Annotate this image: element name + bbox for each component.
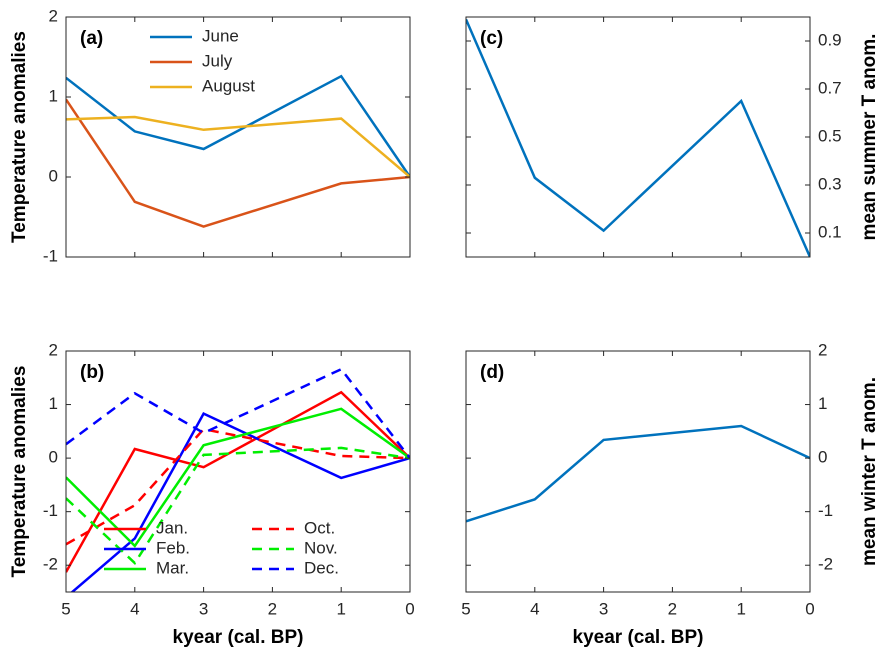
y-axis-label: Temperature anomalies — [9, 366, 30, 578]
y-axis-label: mean summer T anom. — [859, 34, 880, 241]
x-tick-label: 2 — [268, 599, 277, 618]
y-tick-label: 2 — [49, 6, 58, 25]
series-line — [66, 74, 410, 178]
x-tick-label: 4 — [530, 599, 539, 618]
y-tick-label: 1 — [49, 86, 58, 105]
y-tick-label: -1 — [818, 501, 833, 520]
legend-label: August — [202, 76, 255, 95]
legend-label: Mar. — [156, 558, 189, 577]
legend-label: Nov. — [304, 538, 338, 557]
x-tick-label: 5 — [61, 599, 70, 618]
panel-label: (d) — [480, 362, 504, 383]
y-tick-label: 0 — [49, 448, 58, 467]
y-tick-label: -1 — [43, 246, 58, 265]
series-line — [66, 407, 410, 548]
axes-box — [65, 16, 411, 258]
panel-label: (c) — [480, 28, 503, 49]
legend-label: Oct. — [304, 518, 335, 537]
series-line — [466, 424, 810, 523]
series-line — [66, 367, 410, 459]
series-line — [66, 390, 410, 573]
x-tick-label: 0 — [405, 599, 414, 618]
panel: 0.1 0.3 0.5 0.7 0.9 (c) mean summer T anom. — [465, 16, 880, 258]
series-line — [70, 412, 410, 592]
y-tick-label: 0.9 — [818, 30, 842, 49]
x-tick-label: 3 — [599, 599, 608, 618]
y-tick-label: 2 — [49, 340, 58, 359]
axes-box — [65, 350, 411, 593]
y-tick-label: 0.1 — [818, 222, 842, 241]
series-line — [66, 115, 410, 178]
series-line — [66, 98, 410, 228]
panel-label: (b) — [80, 362, 104, 383]
legend-label: Jan. — [156, 518, 188, 537]
y-tick-label: 2 — [818, 340, 827, 359]
y-tick-label: 0.5 — [818, 126, 842, 145]
x-tick-label: 1 — [736, 599, 745, 618]
legend-label: Dec. — [304, 558, 339, 577]
y-tick-label: 0.7 — [818, 78, 842, 97]
x-tick-label: 0 — [805, 599, 814, 618]
y-tick-label: 1 — [818, 394, 827, 413]
axes-box — [465, 350, 811, 593]
legend-label: June — [202, 26, 239, 45]
y-axis-label: Temperature anomalies — [9, 31, 30, 243]
y-tick-label: 0.3 — [818, 174, 842, 193]
y-tick-label: -2 — [818, 555, 833, 574]
y-tick-label: 1 — [49, 394, 58, 413]
y-tick-label: 0 — [49, 166, 58, 185]
x-tick-label: 4 — [130, 599, 139, 618]
x-tick-label: 2 — [668, 599, 677, 618]
x-axis-label: kyear (cal. BP) — [573, 627, 704, 648]
legend-label: July — [202, 51, 233, 70]
x-tick-label: 1 — [336, 599, 345, 618]
panel: -1 0 1 2 (a) Temperature anomalies June July Aug… — [9, 6, 411, 265]
x-tick-label: 5 — [461, 599, 470, 618]
legend-label: Feb. — [156, 538, 190, 557]
series-line — [66, 427, 410, 546]
panel-label: (a) — [80, 28, 103, 49]
y-tick-label: -1 — [43, 501, 58, 520]
x-axis-label: kyear (cal. BP) — [173, 627, 304, 648]
series-line — [466, 18, 810, 257]
series-line — [66, 446, 410, 566]
x-tick-label: 3 — [199, 599, 208, 618]
panel: 5 4 3 2 1 0 -2 -1 0 1 2 (d) mean winter T anom. kyear… — [461, 340, 880, 648]
panel: 5 4 3 2 1 0 -2 -1 0 1 2 (b) Temperature anomalies kye… — [9, 340, 415, 648]
y-axis-label: mean winter T anom. — [859, 377, 880, 566]
y-tick-label: 0 — [818, 448, 827, 467]
y-tick-label: -2 — [43, 555, 58, 574]
